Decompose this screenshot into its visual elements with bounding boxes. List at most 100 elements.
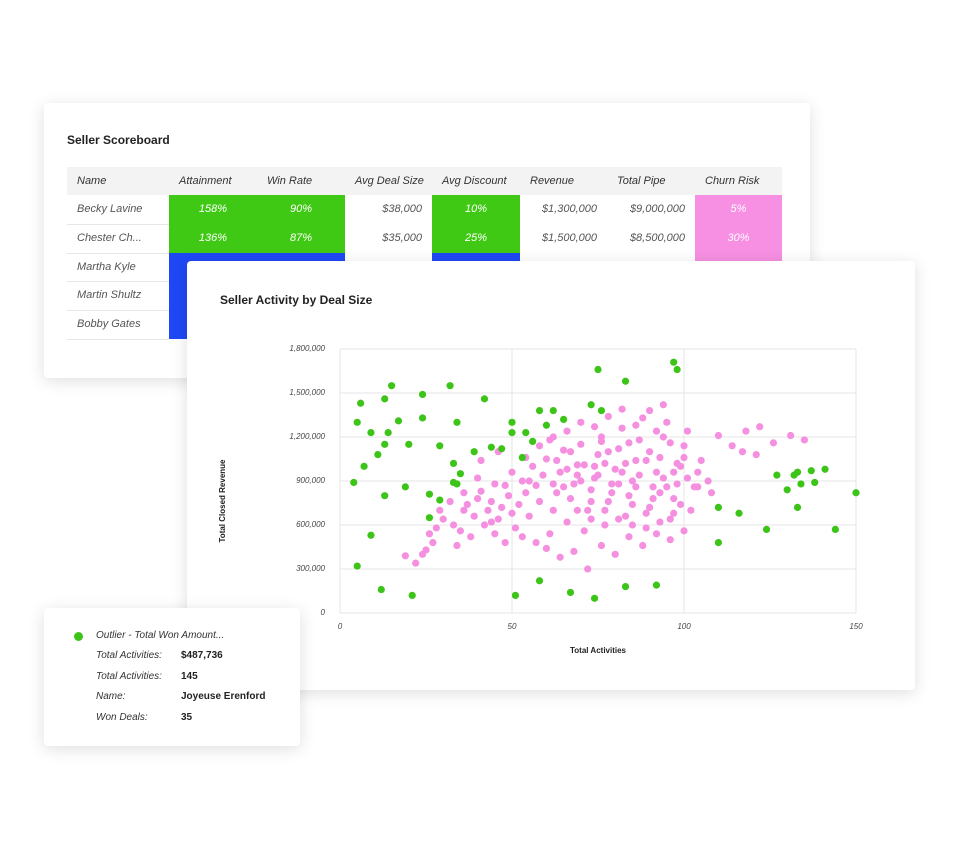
y-tick-label: 900,000 (296, 476, 325, 485)
scatter-point (594, 451, 602, 459)
scatter-point (474, 495, 482, 503)
table-cell: Martha Kyle (77, 260, 136, 273)
scatter-point (508, 418, 516, 426)
scatter-point (666, 515, 674, 523)
scatter-point (474, 474, 482, 482)
column-header: Attainment (169, 167, 257, 195)
scatter-point (546, 436, 554, 444)
row-divider (67, 252, 169, 254)
scatter-point (628, 477, 636, 485)
card-title: Seller Scoreboard (67, 133, 170, 147)
scatter-point (787, 431, 795, 440)
scatter-point (597, 407, 606, 415)
scatter-point (666, 439, 674, 447)
scatter-point (618, 424, 626, 432)
scatter-point (604, 412, 612, 421)
table-cell: $35,000 (382, 231, 422, 244)
scatter-point (460, 489, 468, 497)
scatter-point (577, 440, 585, 448)
scatter-point (508, 509, 516, 517)
scatter-point (656, 453, 664, 462)
cell-fill (695, 223, 782, 254)
scatter-point (377, 585, 385, 594)
x-tick-label: 0 (338, 622, 343, 631)
scatter-point (659, 401, 667, 409)
scatter-point (381, 492, 389, 500)
tooltip-value: $487,736 (181, 650, 223, 661)
scatter-point (449, 521, 458, 529)
cell-fill (257, 223, 345, 254)
column-header: Name (67, 167, 169, 195)
scatter-point (491, 530, 499, 538)
tooltip-value: 35 (181, 712, 193, 724)
scatter-point (752, 451, 760, 459)
cell-fill (432, 195, 520, 225)
scatter-point (604, 497, 612, 506)
scatter-point (511, 524, 520, 532)
scatter-point (742, 427, 750, 435)
column-header: Avg Discount (432, 167, 520, 195)
scatter-point (639, 541, 647, 550)
y-tick-label: 1,500,000 (289, 388, 325, 397)
scatter-point (659, 474, 667, 482)
scatter-point (560, 483, 568, 491)
scatter-point (425, 490, 434, 498)
scatter-point (529, 462, 537, 470)
scatter-point (439, 515, 447, 523)
scatter-point (625, 533, 633, 541)
scatter-point (412, 559, 420, 567)
scatter-point (673, 480, 681, 488)
x-tick-label: 150 (849, 622, 863, 631)
scatter-point (446, 497, 454, 506)
scatter-point (632, 483, 640, 491)
scatter-point (401, 552, 409, 560)
scatter-point (584, 565, 592, 573)
scatter-point (498, 503, 506, 511)
scatter-point (621, 512, 630, 520)
scatter-point (566, 588, 575, 597)
y-tick-label: 600,000 (296, 520, 325, 529)
y-tick-label: 0 (321, 608, 326, 617)
table-cell: Chester Ch... (77, 231, 142, 244)
table-cell: 25% (464, 231, 488, 244)
scatter-point (625, 439, 633, 447)
y-tick-label: 1,200,000 (289, 432, 325, 441)
scatter-point (642, 524, 650, 532)
scatter-point (563, 518, 571, 526)
table-cell: $9,000,000 (629, 203, 685, 215)
scatter-point (353, 418, 361, 426)
scatter-point (357, 399, 365, 407)
scatter-point (453, 418, 461, 426)
scatter-point (670, 509, 678, 517)
table-cell: 30% (727, 231, 750, 244)
scatter-point (597, 541, 606, 550)
scatter-point (566, 495, 575, 503)
scatter-point (811, 478, 819, 487)
scatter-point (642, 509, 650, 517)
scatter-point (501, 539, 509, 547)
scatter-point (762, 525, 771, 533)
scatter-point (535, 442, 544, 450)
scatter-point (621, 459, 630, 467)
scatter-point (683, 474, 692, 482)
scatter-point (570, 547, 578, 555)
scatter-point (577, 477, 585, 485)
scatter-point (628, 521, 636, 529)
scatter-point (831, 525, 839, 533)
scatter-point (707, 489, 716, 497)
scatter-point (587, 486, 595, 494)
scatter-point (628, 500, 636, 509)
scatter-point (480, 521, 489, 529)
scatter-point (425, 530, 434, 538)
scatter-point (425, 514, 434, 522)
table-cell: 136% (198, 231, 228, 244)
scatter-point (670, 495, 678, 503)
scatter-point (728, 442, 736, 450)
scatter-point (353, 562, 361, 570)
scatter-point (381, 395, 389, 403)
scatter-point (659, 433, 667, 441)
scatter-point (793, 503, 802, 511)
scatter-point (714, 431, 723, 440)
scatter-point (680, 527, 688, 535)
scatter-point (446, 382, 454, 390)
